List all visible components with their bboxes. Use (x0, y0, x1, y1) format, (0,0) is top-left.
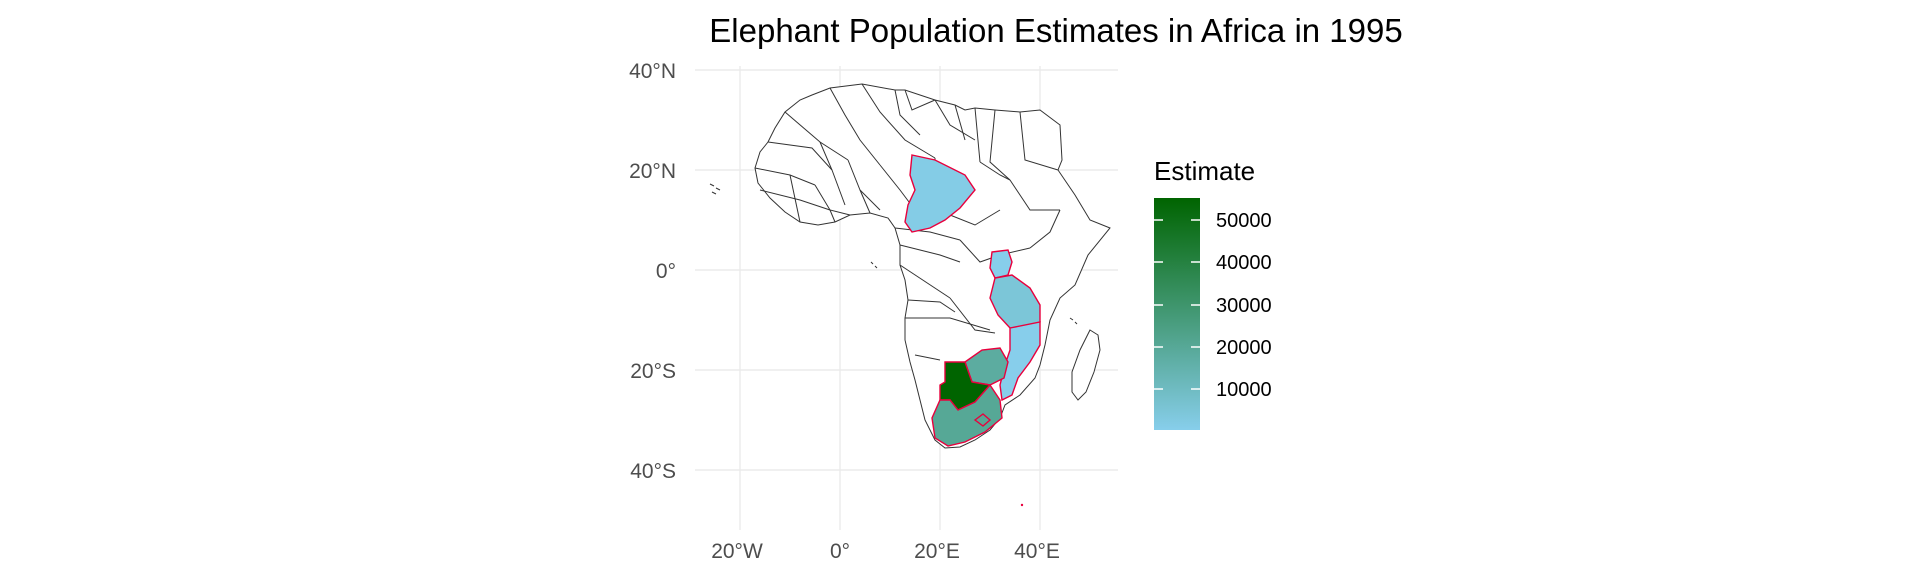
africa-outline (754, 83, 1111, 449)
sao-tome-islands (870, 261, 878, 269)
y-tick-40n: 40°N (629, 60, 676, 83)
legend-title: Estimate (1154, 156, 1255, 186)
legend-tick-40000: 40000 (1216, 252, 1272, 274)
x-tick-0: 0° (830, 540, 850, 563)
legend-tick-20000: 20000 (1216, 337, 1272, 359)
country-chad (904, 154, 976, 233)
legend-tick-30000: 30000 (1216, 295, 1272, 317)
legend-tick-10000: 10000 (1216, 379, 1272, 401)
legend-tick-marks (1154, 219, 1200, 390)
highlighted-countries (904, 154, 1041, 447)
country-uganda (989, 249, 1013, 279)
y-tick-40s: 40°S (630, 460, 676, 483)
y-tick-20s: 20°S (630, 360, 676, 383)
africa-countries (709, 83, 1111, 507)
madagascar (1071, 329, 1101, 401)
country-borders (754, 83, 1061, 361)
x-axis: 20°W 0° 20°E 40°E (711, 540, 1060, 563)
x-tick-40e: 40°E (1014, 540, 1060, 563)
country-south-africa (931, 383, 1003, 447)
x-tick-20e: 20°E (914, 540, 960, 563)
y-tick-20n: 20°N (629, 160, 676, 183)
legend-tick-50000: 50000 (1216, 210, 1272, 232)
x-tick-20w: 20°W (711, 540, 763, 563)
comoros-islands (1069, 317, 1078, 325)
prince-edward-island (1020, 503, 1024, 507)
cape-verde-islands (709, 183, 721, 195)
y-tick-0: 0° (656, 260, 676, 283)
y-axis: 40°N 20°N 0° 20°S 40°S (629, 60, 676, 483)
legend: Estimate 50000 40000 30000 20000 10000 (1154, 156, 1272, 430)
chart-title: Elephant Population Estimates in Africa … (709, 12, 1402, 49)
legend-colorbar (1154, 198, 1200, 430)
